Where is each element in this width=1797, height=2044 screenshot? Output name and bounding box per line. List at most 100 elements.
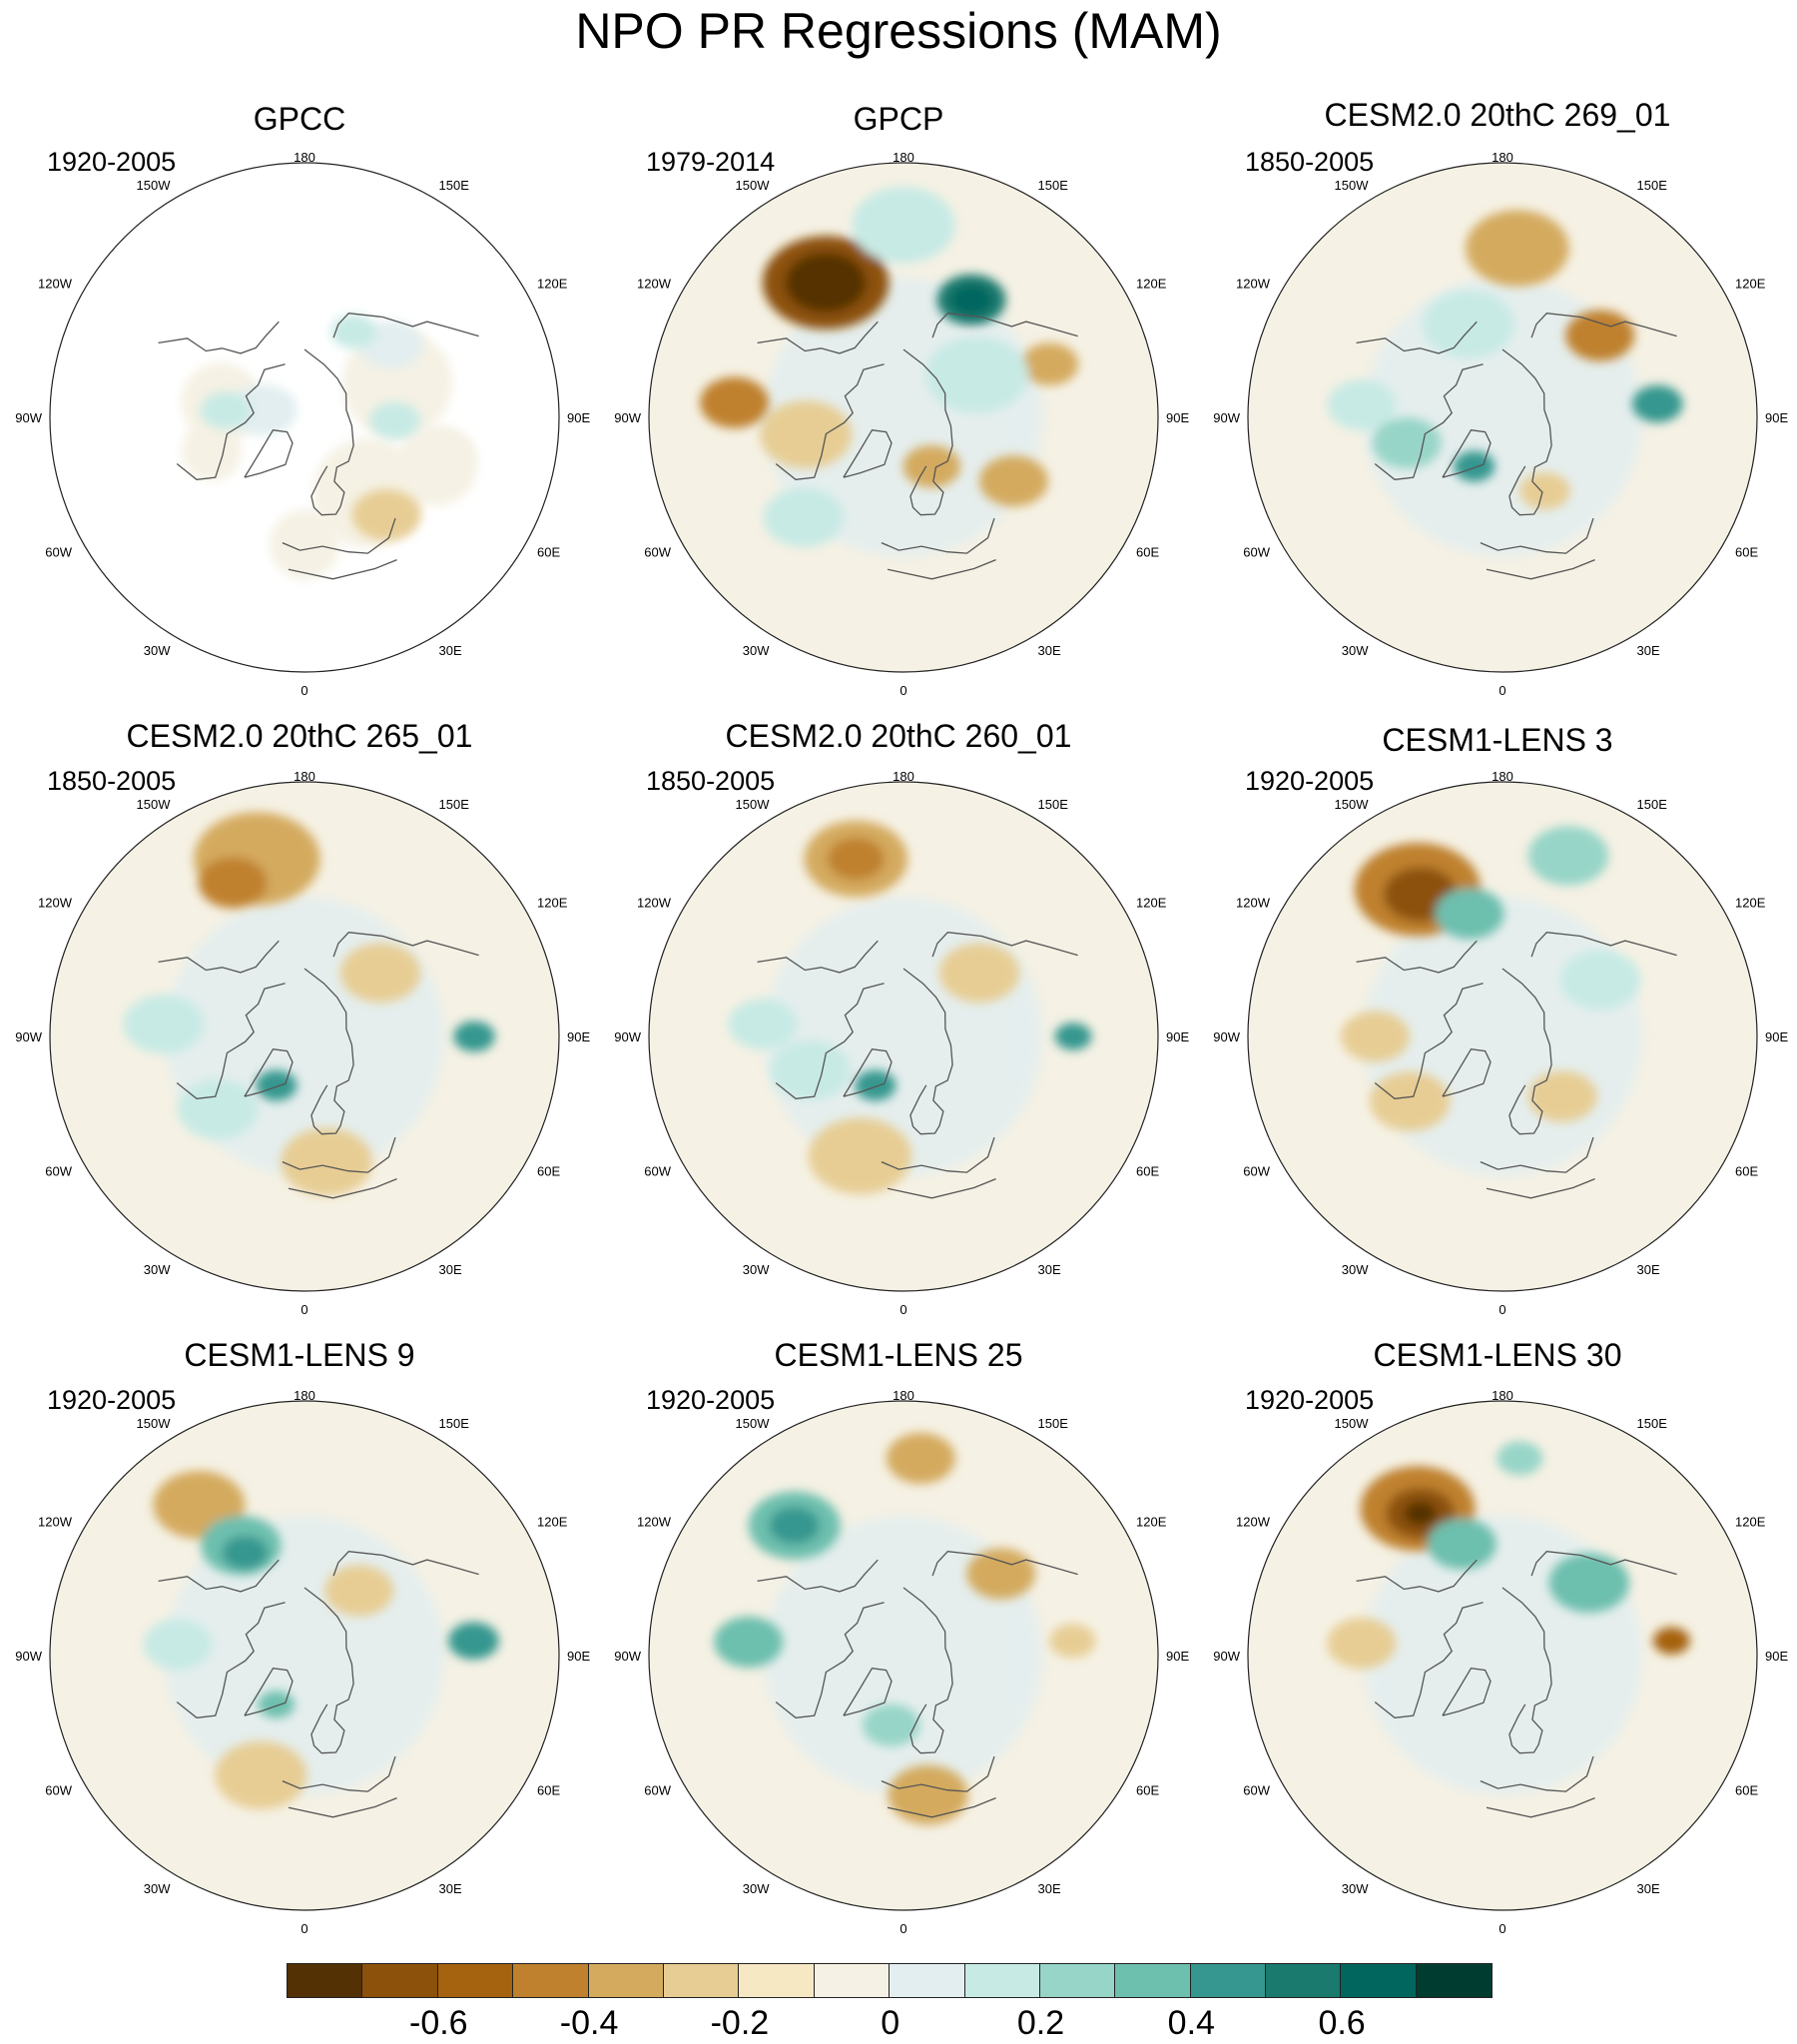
longitude-label: 90W (614, 1029, 641, 1044)
longitude-label: 60W (1243, 545, 1270, 560)
coastline (843, 1047, 893, 1097)
anomaly-region (1423, 290, 1515, 358)
colorbar-tick-label: 0.4 (1167, 2004, 1215, 2042)
map-border (49, 162, 560, 673)
longitude-label: 0 (300, 1302, 307, 1317)
colorbar-box (1266, 1964, 1342, 1997)
coastline (881, 1136, 995, 1173)
longitude-label: 120W (637, 277, 672, 292)
anomaly-region (1652, 1627, 1690, 1655)
longitude-label: 120E (537, 1515, 568, 1530)
coastline (303, 968, 354, 1135)
anomaly-region (215, 1740, 307, 1809)
colorbar-tick-label: 0 (881, 2004, 900, 2042)
map-panel: 0 30E 60E 90E 120E 150E 180 150W 120W 90W 60W 30W CE… (1198, 719, 1797, 1338)
anomaly-region (1466, 210, 1569, 287)
anomaly-region (200, 391, 252, 429)
anomaly-region (198, 857, 268, 909)
longitude-label: 60E (1735, 545, 1758, 560)
longitude-label: 90E (567, 410, 590, 425)
coastline (843, 1667, 893, 1716)
longitude-label: 0 (899, 1302, 906, 1317)
longitude-label: 60W (1243, 1783, 1270, 1798)
panel-period: 1850-2005 (1245, 147, 1375, 177)
longitude-label: 0 (300, 683, 307, 698)
coastline (303, 348, 354, 516)
longitude-label: 60E (1735, 1783, 1758, 1798)
longitude-label: 150W (1335, 1416, 1370, 1431)
coastline (1442, 428, 1492, 478)
coastline (158, 1559, 280, 1593)
colorbar (287, 1963, 1494, 1998)
anomaly-region (339, 943, 421, 1004)
coastline (1530, 313, 1677, 339)
map-border (49, 1400, 560, 1911)
longitude-label: 150E (439, 1416, 470, 1431)
anomaly-region (255, 1069, 298, 1101)
polar-map: 0 30E 60E 90E 120E 150E 180 150W 120W 90W 60W 30W (614, 1388, 1189, 1936)
longitude-label: 30E (1038, 1262, 1061, 1277)
longitude-label: 30E (1637, 643, 1660, 658)
polar-map: 0 30E 60E 90E 120E 150E 180 150W 120W 90W 60W 30W (1213, 1388, 1788, 1936)
map-panel: 0 30E 60E 90E 120E 150E 180 150W 120W 90W 60W 30W CE… (599, 718, 1198, 1338)
longitude-label: 120E (537, 896, 568, 911)
longitude-label: 150E (439, 178, 470, 193)
anomaly-region (700, 376, 770, 428)
longitude-label: 90W (614, 410, 641, 425)
coastline (288, 558, 397, 580)
coastline (1486, 1177, 1595, 1199)
coastline (288, 1177, 397, 1199)
panel-title: GPCP (853, 101, 944, 137)
longitude-label: 150W (1335, 178, 1370, 193)
map-panel: 0 30E 60E 90E 120E 150E 180 150W 120W 90W 60W 30W CE… (1198, 1337, 1797, 1957)
coastline (282, 1755, 396, 1792)
map-border (648, 781, 1159, 1292)
longitude-label: 30E (1637, 1881, 1660, 1896)
anomaly-region (785, 253, 867, 313)
coastline (931, 1551, 1078, 1577)
longitude-label: 150W (736, 1416, 771, 1431)
anomaly-region (1631, 384, 1683, 423)
coastline (931, 313, 1078, 339)
colorbar-box (1341, 1964, 1417, 1997)
coastline (332, 313, 479, 339)
colorbar-tick-label: 0.2 (1016, 2004, 1065, 2042)
anomaly-region (886, 1432, 955, 1484)
longitude-label: 30E (1038, 1881, 1061, 1896)
anomaly-region (1527, 1070, 1597, 1122)
panel-period: 1850-2005 (646, 766, 776, 796)
polar-map: 0 30E 60E 90E 120E 150E 180 150W 120W 90W 60W 30W (15, 769, 590, 1317)
coastline (757, 1559, 879, 1593)
anomaly-region (1020, 342, 1079, 385)
anomaly-region (1565, 310, 1635, 361)
longitude-label: 150W (137, 178, 172, 193)
anomaly-region (1049, 1624, 1096, 1659)
longitude-label: 120E (1735, 277, 1766, 292)
longitude-label: 120E (1136, 277, 1167, 292)
anomaly-region (978, 455, 1048, 507)
longitude-label: 0 (899, 1921, 906, 1936)
anomaly-region (1548, 1553, 1630, 1613)
coastline (1442, 1667, 1492, 1716)
longitude-label: 150W (1335, 797, 1370, 812)
longitude-label: 120W (1236, 1515, 1271, 1530)
longitude-label: 60W (45, 1164, 72, 1179)
panel-title: CESM1-LENS 30 (1373, 1337, 1622, 1373)
longitude-label: 60W (45, 545, 72, 560)
coastline (1374, 1602, 1484, 1718)
anomaly-region (1327, 1618, 1397, 1670)
anomaly-region (1404, 1501, 1437, 1526)
longitude-label: 180 (893, 769, 914, 784)
longitude-label: 120E (1735, 896, 1766, 911)
longitude-label: 60E (1136, 1164, 1159, 1179)
coastline (244, 1667, 294, 1716)
coastline (332, 1551, 479, 1577)
panel-period: 1850-2005 (47, 766, 177, 796)
longitude-label: 30E (439, 643, 462, 658)
coastline (1501, 1587, 1552, 1754)
anomaly-region (769, 1507, 821, 1545)
coastline (158, 940, 280, 974)
longitude-label: 90W (15, 1029, 42, 1044)
anomaly-region (258, 1691, 296, 1718)
longitude-label: 120W (38, 1515, 73, 1530)
